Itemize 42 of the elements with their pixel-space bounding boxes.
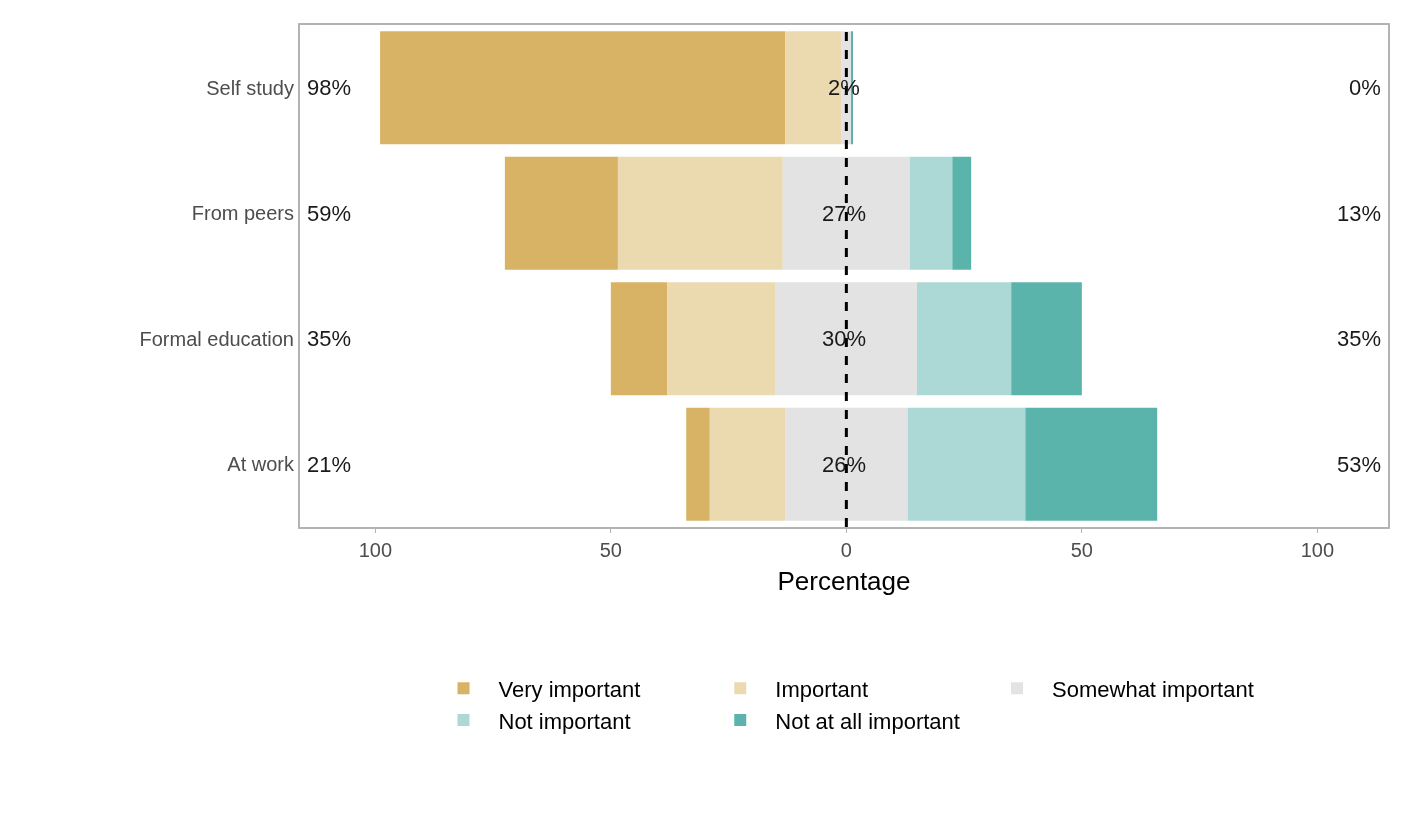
annotation: 59% — [307, 201, 352, 226]
bar — [504, 156, 618, 270]
bar — [667, 282, 776, 396]
annotation: 27% — [822, 201, 867, 226]
annotation: 21% — [307, 452, 352, 477]
annotation: 13% — [1337, 201, 1382, 226]
bar — [909, 156, 953, 270]
bar — [952, 156, 972, 270]
bar — [709, 407, 786, 521]
bar — [907, 407, 1026, 521]
x-tick-label: 100 — [1300, 539, 1335, 561]
legend-label: Important — [775, 676, 869, 702]
x-axis-title: Percentage — [777, 566, 911, 597]
y-tick-label: Formal education — [139, 327, 294, 350]
x-tick-label: 50 — [1070, 539, 1093, 561]
bar — [610, 282, 668, 396]
legend-label: Somewhat important — [1052, 676, 1254, 702]
x-tick-label: 100 — [358, 539, 393, 561]
x-tick-label: 50 — [599, 539, 622, 561]
bar — [617, 156, 783, 270]
bar — [775, 282, 917, 396]
legend-label: Not important — [498, 708, 631, 734]
annotation: 98% — [307, 75, 352, 100]
bar — [1025, 407, 1158, 521]
y-tick-label: From peers — [191, 202, 294, 225]
bar — [785, 407, 908, 521]
annotation: 0% — [1349, 75, 1381, 100]
y-tick-label: At work — [227, 453, 295, 476]
bar — [1011, 282, 1082, 396]
y-tick-label: Self study — [206, 76, 294, 99]
legend-label: Not at all important — [775, 708, 960, 734]
legend-label: Very important — [498, 676, 641, 702]
bar — [686, 407, 710, 521]
bar — [782, 156, 910, 270]
annotation: 35% — [307, 326, 352, 351]
annotation: 53% — [1337, 452, 1382, 477]
x-tick-label: 0 — [840, 539, 852, 561]
bar — [917, 282, 1012, 396]
bar — [380, 31, 786, 145]
annotation: 30% — [822, 326, 867, 351]
annotation: 26% — [822, 452, 867, 477]
annotation: 35% — [1337, 326, 1382, 351]
